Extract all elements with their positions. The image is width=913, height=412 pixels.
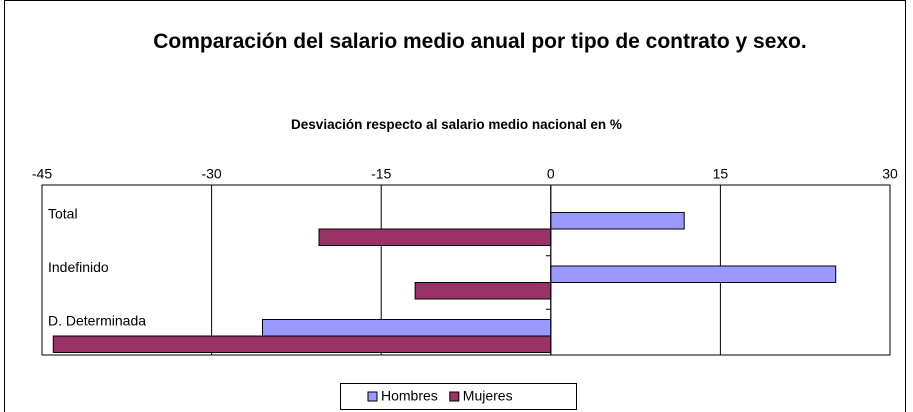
chart-title: Comparación del salario medio anual por … [153, 30, 807, 53]
y-category-label: Total [48, 206, 78, 222]
chart-frame [4, 0, 906, 412]
x-tick-label: -15 [371, 166, 391, 182]
bar [261, 319, 552, 337]
bar [550, 265, 837, 283]
y-category-label: Indefinido [48, 259, 109, 275]
x-tick-label: -45 [32, 166, 52, 182]
x-tick-label: 30 [882, 166, 898, 182]
chart-subtitle: Desviación respecto al salario medio nac… [291, 117, 622, 132]
legend-swatch [367, 391, 378, 402]
y-category-label: D. Determinada [48, 313, 146, 329]
bar [318, 228, 552, 246]
bar [414, 282, 552, 300]
x-tick-label: 0 [547, 166, 555, 182]
bar [52, 335, 552, 353]
legend-label: Hombres [381, 388, 438, 404]
legend-swatch [449, 391, 460, 402]
bar [550, 212, 685, 230]
x-tick-label: 15 [713, 166, 729, 182]
x-tick-label: -30 [201, 166, 221, 182]
legend-label: Mujeres [463, 388, 513, 404]
